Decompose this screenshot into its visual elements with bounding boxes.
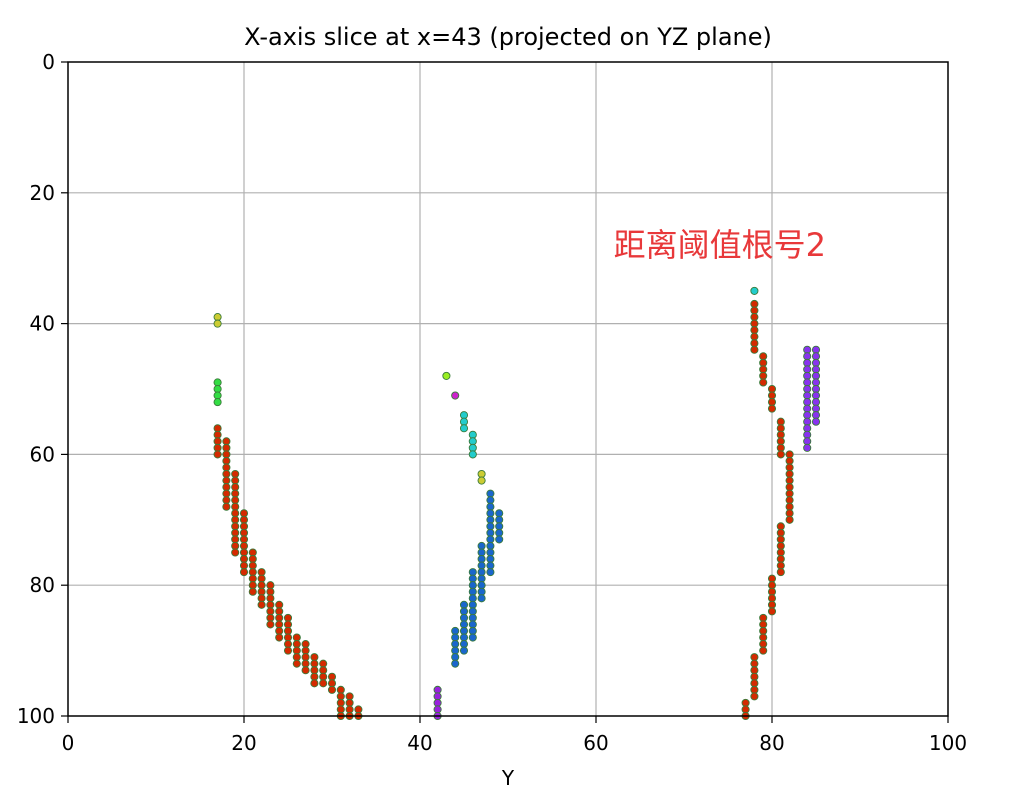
x-axis-ticks: 0 20 40 60 80 100: [62, 716, 967, 755]
data-point: [231, 548, 240, 557]
data-point: [459, 646, 469, 655]
data-point: [759, 646, 768, 655]
data-point: [283, 646, 293, 655]
threshold-annotation: 距离阈值根号2: [614, 226, 826, 264]
data-point: [327, 685, 337, 694]
plot-frame: [67, 61, 949, 717]
data-point: [213, 398, 222, 407]
data-point: [468, 633, 477, 642]
y-tick-label: 80: [30, 573, 55, 597]
data-point: [451, 659, 460, 668]
data-point: [459, 424, 469, 433]
y-tick-label: 60: [30, 442, 55, 466]
data-point: [803, 443, 812, 452]
data-point: [785, 515, 794, 524]
y-tick-label: 0: [42, 50, 55, 74]
data-point: [222, 502, 231, 511]
data-point: [750, 286, 759, 295]
x-axis-label: Y: [501, 766, 515, 790]
data-point: [468, 450, 477, 459]
data-point: [451, 391, 460, 400]
data-point: [266, 620, 275, 629]
data-point: [213, 319, 222, 328]
x-tick-label: 80: [759, 731, 784, 755]
y-axis-ticks: 0 20 40 60 80 100: [17, 50, 68, 728]
data-point: [239, 568, 249, 577]
data-point: [767, 607, 777, 616]
data-point: [275, 633, 284, 642]
chart-title: X-axis slice at x=43 (projected on YZ pl…: [244, 23, 772, 51]
data-point: [301, 666, 310, 675]
data-point: [750, 345, 759, 354]
data-point: [495, 535, 504, 544]
data-point: [767, 404, 777, 413]
data-point: [477, 476, 486, 485]
x-tick-label: 60: [583, 731, 608, 755]
data-point: [257, 600, 266, 609]
data-points: [213, 286, 821, 721]
data-point: [750, 692, 759, 701]
data-point: [486, 568, 495, 577]
data-point: [776, 450, 785, 459]
data-point: [811, 417, 821, 426]
y-tick-label: 100: [17, 704, 55, 728]
x-tick-label: 20: [231, 731, 256, 755]
data-point: [477, 594, 486, 603]
x-tick-label: 100: [929, 731, 967, 755]
data-point: [319, 679, 328, 688]
y-tick-label: 40: [30, 312, 55, 336]
y-tick-label: 20: [30, 181, 55, 205]
data-point: [248, 587, 257, 596]
data-point: [759, 378, 768, 387]
data-point: [310, 679, 319, 688]
data-point: [776, 568, 785, 577]
data-point: [213, 450, 222, 459]
data-point: [442, 371, 451, 380]
x-tick-label: 0: [62, 731, 75, 755]
x-tick-label: 40: [407, 731, 432, 755]
data-point: [292, 659, 301, 668]
